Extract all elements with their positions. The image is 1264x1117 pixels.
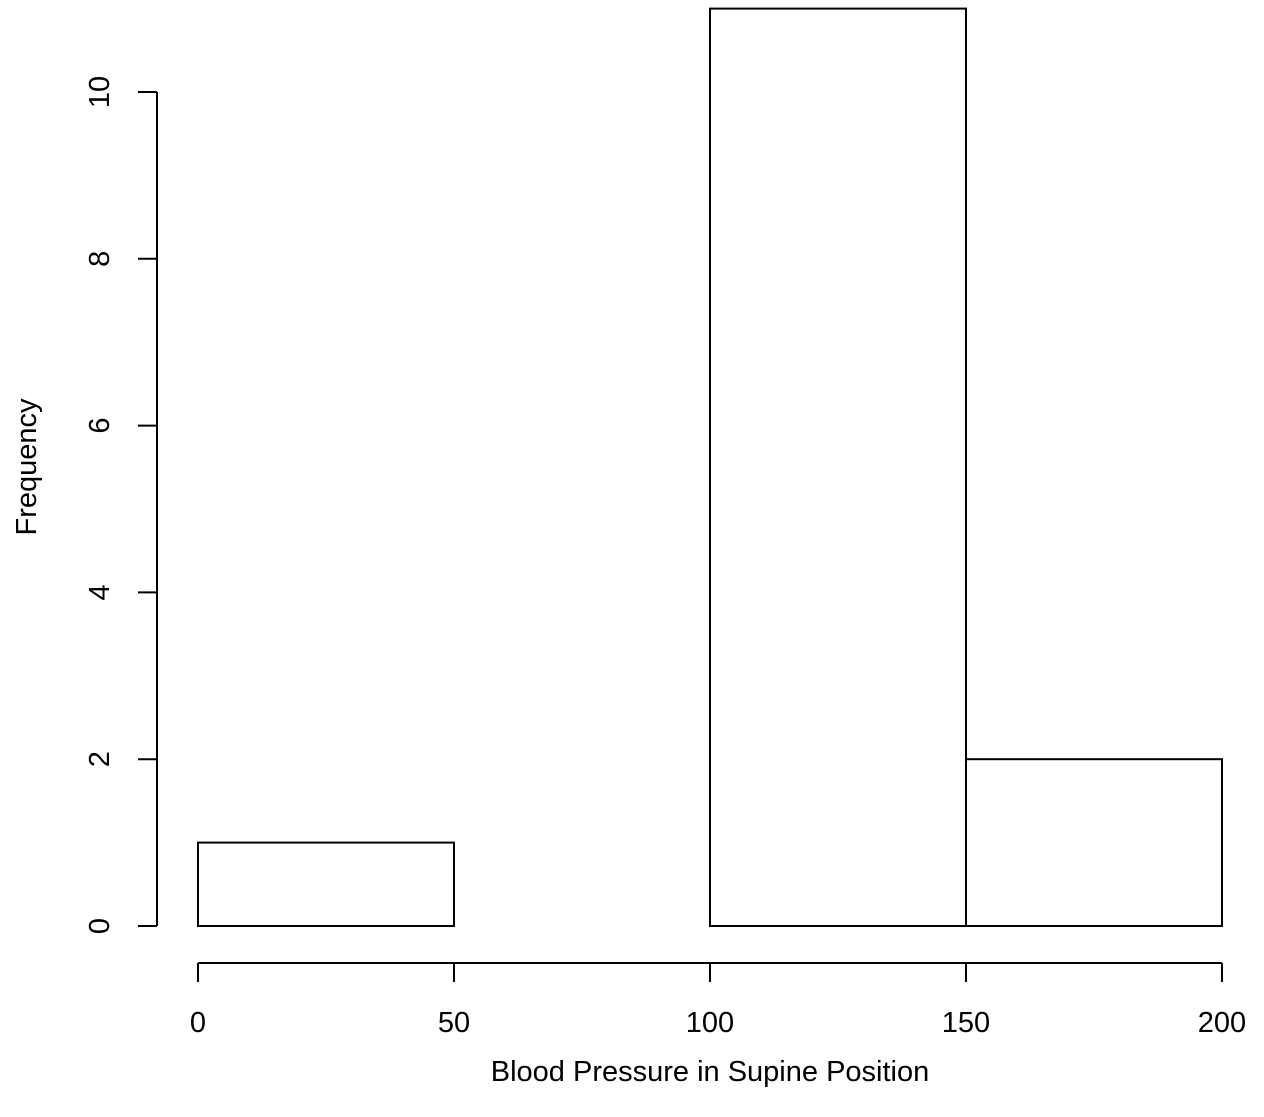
y-tick-label: 4 (84, 584, 116, 600)
histogram-bars (197, 7, 1223, 928)
histogram-bar (965, 758, 1223, 928)
x-tick-label: 50 (438, 1007, 470, 1039)
x-tick-label: 100 (686, 1007, 734, 1039)
y-tick-label: 6 (84, 418, 116, 434)
x-axis-label: Blood Pressure in Supine Position (491, 1056, 929, 1088)
y-tick-label: 8 (84, 251, 116, 267)
x-tick-label: 150 (942, 1007, 990, 1039)
y-tick-label: 10 (84, 76, 116, 108)
x-axis: 0 50 100 150 200 (190, 962, 1246, 1039)
y-tick-label: 0 (84, 918, 116, 934)
histogram-bar (709, 7, 967, 928)
x-tick-label: 200 (1198, 1007, 1246, 1039)
histogram-bar (197, 841, 455, 927)
x-tick-label: 0 (190, 1007, 206, 1039)
y-axis: 0 2 4 6 8 10 (84, 76, 158, 934)
y-axis-label: Frequency (11, 398, 43, 536)
y-tick-label: 2 (84, 751, 116, 767)
